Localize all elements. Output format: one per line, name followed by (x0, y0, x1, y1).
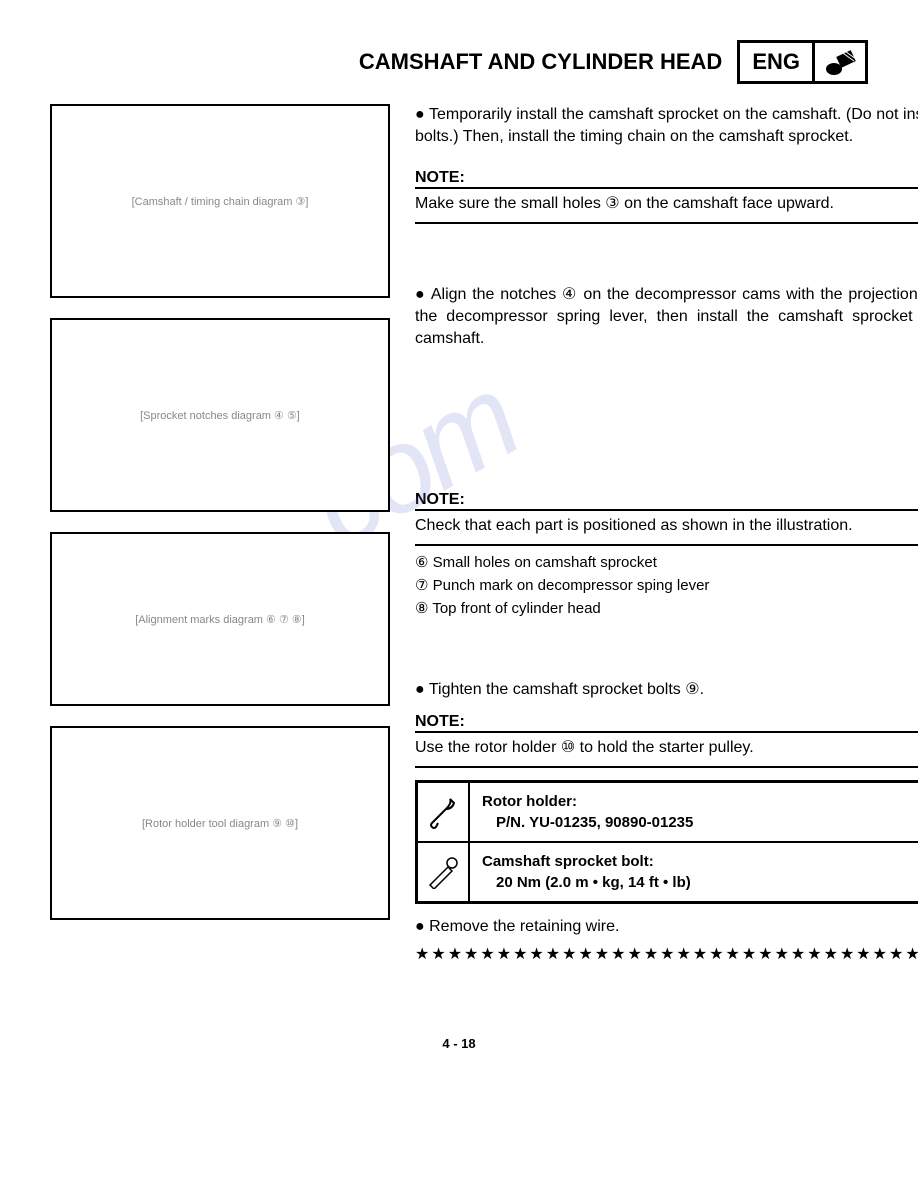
diagram-4: [Rotor holder tool diagram ⑨ ⑩] (50, 726, 390, 920)
spec1-value: P/N. YU-01235, 90890-01235 (482, 814, 693, 831)
header-title: CAMSHAFT AND CYLINDER HEAD (359, 49, 722, 75)
section-4-bullet2: ● Remove the retaining wire. (415, 916, 918, 938)
s1-note-body: Make sure the small holes ③ on the camsh… (415, 193, 918, 215)
page-number: 4 - 18 (50, 1036, 868, 1051)
diagram-4-label: [Rotor holder tool diagram ⑨ ⑩] (142, 817, 298, 830)
wrench-icon (418, 783, 470, 841)
stars-separator: ★★★★★★★★★★★★★★★★★★★★★★★★★★★★★★★★★★ (415, 944, 918, 966)
note-label-4: NOTE: (415, 711, 465, 733)
section-4-note: NOTE: Use the rotor holder ⑩ to hold the… (415, 711, 918, 768)
spec-table: Rotor holder: P/N. YU-01235, 90890-01235… (415, 780, 918, 904)
spec-1-text: Rotor holder: P/N. YU-01235, 90890-01235 (470, 783, 918, 841)
diagram-1-label: [Camshaft / timing chain diagram ③] (132, 195, 309, 208)
s4-text2: Remove the retaining wire. (429, 918, 619, 935)
section-2-bullet: ● Align the notches ④ on the decompresso… (415, 284, 918, 351)
header-tag-box: ENG (737, 40, 868, 84)
spec-row-1: Rotor holder: P/N. YU-01235, 90890-01235 (418, 783, 918, 843)
engine-icon (815, 43, 865, 81)
section-3-note: NOTE: Check that each part is positioned… (415, 489, 918, 546)
spec1-title: Rotor holder: (482, 793, 577, 810)
diagram-2: [Sprocket notches diagram ④ ⑤] (50, 318, 390, 512)
note-label-3: NOTE: (415, 489, 465, 511)
diagram-3: [Alignment marks diagram ⑥ ⑦ ⑧] (50, 532, 390, 706)
s4-note-body: Use the rotor holder ⑩ to hold the start… (415, 737, 918, 759)
diagram-2-label: [Sprocket notches diagram ④ ⑤] (140, 409, 300, 422)
note-label: NOTE: (415, 167, 465, 189)
legend: ⑥ Small holes on camshaft sprocket ⑦ Pun… (415, 552, 918, 619)
s4-text: Tighten the camshaft sprocket bolts ⑨. (429, 681, 704, 698)
legend-item-7: ⑦ Punch mark on decompressor sping lever (415, 575, 918, 596)
s2-text: Align the notches ④ on the decompressor … (415, 286, 918, 348)
legend-item-8: ⑧ Top front of cylinder head (415, 598, 918, 619)
s3-note-body: Check that each part is positioned as sh… (415, 515, 918, 537)
header-tag: ENG (740, 43, 815, 81)
torque-icon (418, 843, 470, 901)
diagram-1: [Camshaft / timing chain diagram ③] (50, 104, 390, 298)
spec2-value: 20 Nm (2.0 m • kg, 14 ft • lb) (482, 874, 691, 891)
section-1-note: NOTE: Make sure the small holes ③ on the… (415, 167, 918, 224)
section-1-bullet: ● Temporarily install the camshaft sproc… (415, 104, 918, 149)
spec-row-2: Camshaft sprocket bolt: 20 Nm (2.0 m • k… (418, 843, 918, 901)
spec2-title: Camshaft sprocket bolt: (482, 853, 654, 870)
spec-2-text: Camshaft sprocket bolt: 20 Nm (2.0 m • k… (470, 843, 918, 901)
s1-text: Temporarily install the camshaft sprocke… (415, 106, 918, 145)
section-4-bullet: ● Tighten the camshaft sprocket bolts ⑨. (415, 679, 918, 701)
left-column: [Camshaft / timing chain diagram ③] [Spr… (50, 104, 390, 966)
right-column: ● Temporarily install the camshaft sproc… (415, 104, 918, 966)
page-header: CAMSHAFT AND CYLINDER HEAD ENG (50, 40, 868, 84)
legend-item-6: ⑥ Small holes on camshaft sprocket (415, 552, 918, 573)
diagram-3-label: [Alignment marks diagram ⑥ ⑦ ⑧] (135, 613, 305, 626)
